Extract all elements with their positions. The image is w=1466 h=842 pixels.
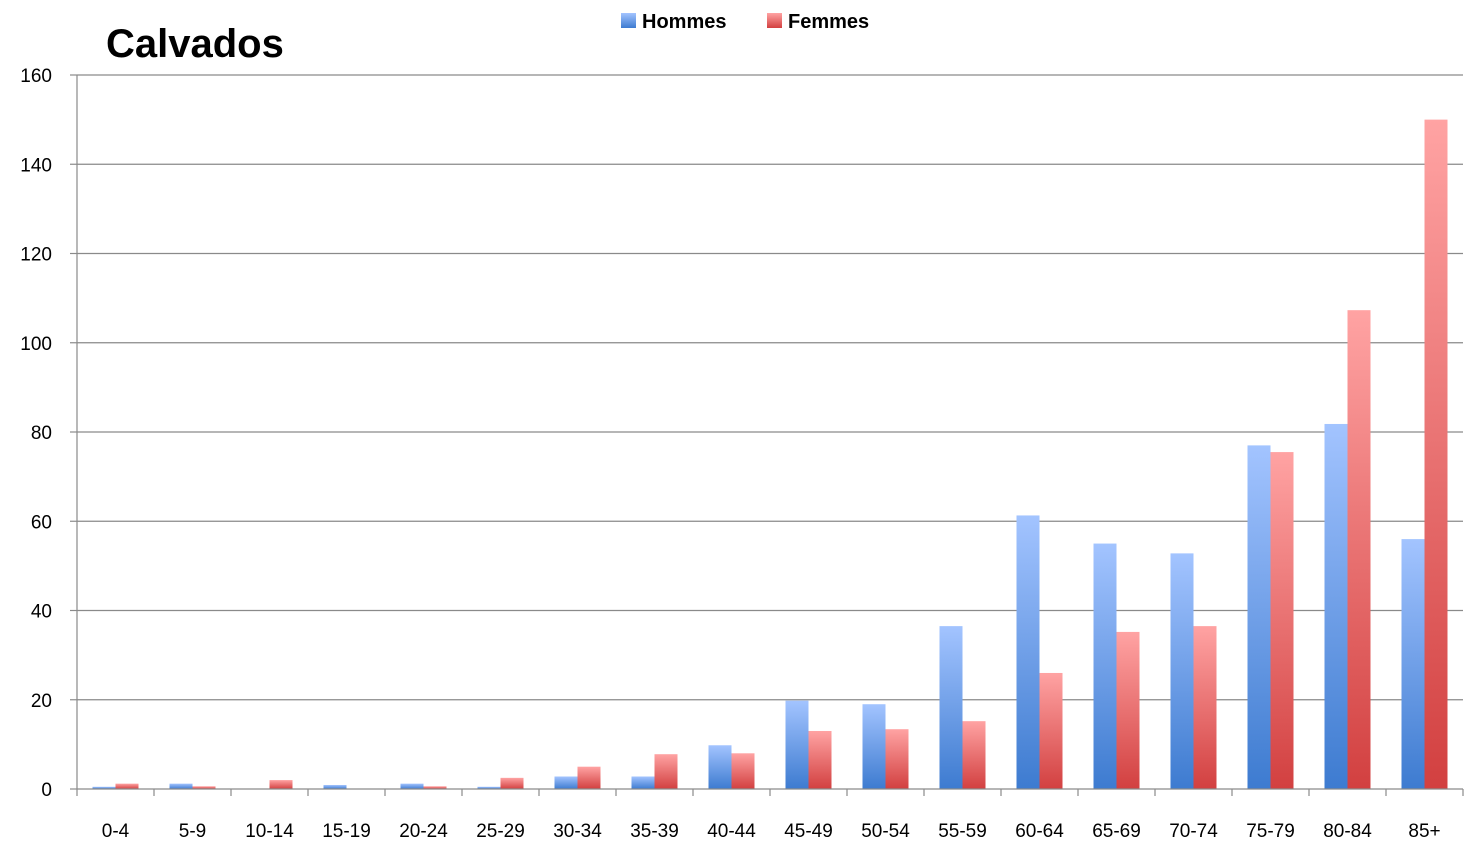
bar-femmes-40-44 [731,753,755,789]
bar-femmes-65-69 [1116,631,1140,789]
bar-hommes-70-74 [1170,553,1194,789]
y-tick-label: 100 [20,334,52,355]
x-tick-label: 35-39 [630,821,679,842]
bar-femmes-30-34 [577,766,601,789]
x-tick-label: 55-59 [938,821,987,842]
y-tick-label: 120 [20,245,52,266]
y-tick-label: 160 [20,66,52,87]
x-tick-label: 50-54 [861,821,910,842]
bar-hommes-50-54 [862,704,886,789]
bar-femmes-50-54 [885,729,909,789]
bar-femmes-80-84 [1347,310,1371,789]
bar-femmes-55-59 [962,721,986,789]
chart-title: Calvados [106,22,284,66]
legend-swatch-femmes [767,13,782,28]
bar-hommes-85+ [1401,539,1425,789]
bar-femmes-35-39 [654,754,678,789]
bar-femmes-25-29 [500,777,524,789]
bar-hommes-5-9 [169,783,193,789]
bar-femmes-20-24 [423,786,447,789]
y-tick-label: 80 [31,423,52,444]
legend-swatch-hommes [621,13,636,28]
bar-hommes-30-34 [554,776,578,789]
x-tick-label: 60-64 [1015,821,1064,842]
y-tick-label: 140 [20,155,52,176]
bar-hommes-25-29 [477,786,501,789]
x-tick-label: 5-9 [179,821,206,842]
x-tick-label: 65-69 [1092,821,1141,842]
legend: Hommes Femmes [621,11,869,33]
x-axis-tick-labels: 0-4 5-9 10-14 15-19 20-24 25-29 30-34 35-39 40-4… [102,821,1441,842]
bar-femmes-70-74 [1193,626,1217,789]
y-tick-label: 40 [31,602,52,623]
bar-hommes-0-4 [92,786,116,789]
y-axis-tick-labels: 0 20 40 60 80 100 120 140 160 [20,66,77,801]
x-tick-label: 30-34 [553,821,602,842]
y-tick-label: 60 [31,512,52,533]
y-tick-label: 20 [31,691,52,712]
bar-femmes-45-49 [808,730,832,789]
legend-item-femmes: Femmes [767,11,869,33]
bars [92,119,1448,789]
bar-femmes-85+ [1424,119,1448,789]
x-tick-label: 45-49 [784,821,833,842]
x-tick-label: 0-4 [102,821,130,842]
bar-femmes-10-14 [269,780,293,789]
x-tick-label: 10-14 [245,821,294,842]
bar-hommes-20-24 [400,783,424,789]
bar-femmes-60-64 [1039,672,1063,789]
bar-hommes-65-69 [1093,543,1117,789]
bar-hommes-15-19 [323,784,347,789]
x-tick-label: 25-29 [476,821,525,842]
x-tick-label: 40-44 [707,821,756,842]
bar-femmes-5-9 [192,786,216,789]
bar-hommes-75-79 [1247,445,1271,789]
bar-femmes-75-79 [1270,452,1294,789]
bar-hommes-45-49 [785,700,809,789]
x-tick-label: 20-24 [399,821,448,842]
x-tick-label: 85+ [1408,821,1440,842]
gridlines [77,74,1463,701]
y-tick-label: 0 [41,780,52,801]
legend-label-hommes: Hommes [642,11,726,33]
bar-femmes-0-4 [115,783,139,789]
bar-hommes-55-59 [939,626,963,789]
legend-item-hommes: Hommes [621,11,726,33]
legend-label-femmes: Femmes [788,11,869,33]
x-tick-label: 80-84 [1323,821,1372,842]
x-tick-label: 15-19 [322,821,371,842]
bar-hommes-35-39 [631,776,655,789]
bar-hommes-60-64 [1016,515,1040,789]
x-tick-label: 75-79 [1246,821,1295,842]
bar-hommes-40-44 [708,745,732,789]
bar-hommes-80-84 [1324,423,1348,789]
x-tick-label: 70-74 [1169,821,1218,842]
